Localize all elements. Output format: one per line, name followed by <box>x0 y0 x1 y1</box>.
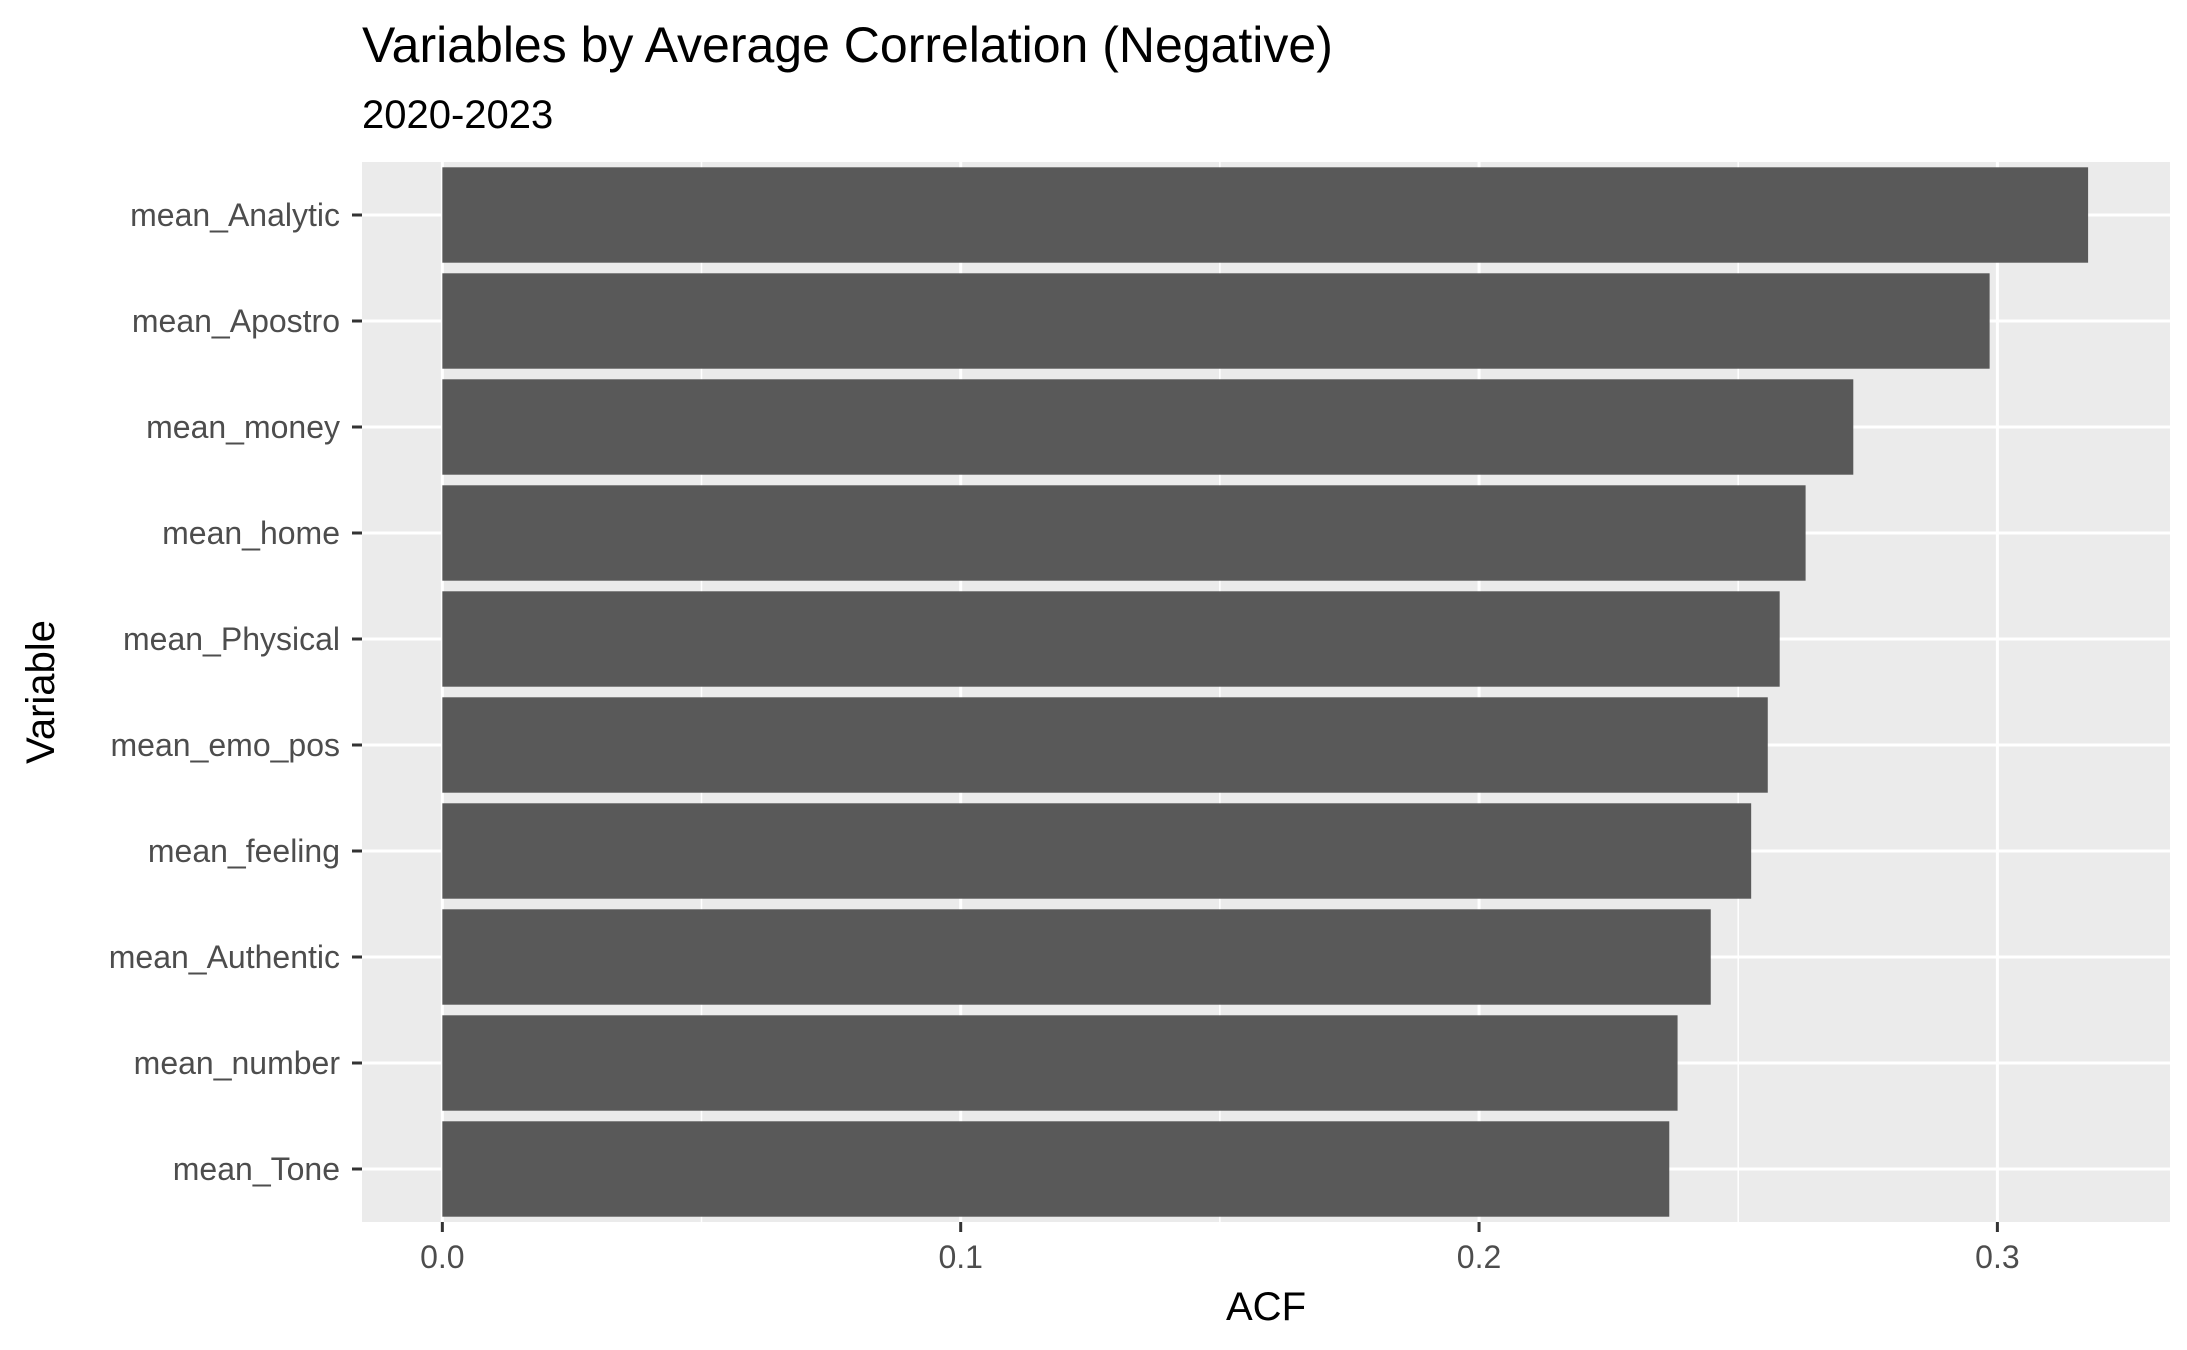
bar-mean_Tone <box>442 1121 1670 1217</box>
bars <box>442 167 2089 1217</box>
bar-mean_home <box>442 485 1806 581</box>
x-tick-label: 0.1 <box>938 1239 982 1275</box>
y-tick-label: mean_number <box>134 1045 341 1081</box>
bar-mean_emo_pos <box>442 697 1768 793</box>
y-tick-label: mean_Analytic <box>130 197 340 233</box>
y-axis: mean_Analytic mean_Apostro mean_money mean_… <box>109 197 362 1187</box>
y-tick-label: mean_emo_pos <box>111 727 340 763</box>
y-tick-label: mean_Tone <box>173 1151 340 1187</box>
bar-mean_money <box>442 379 1854 475</box>
chart-title: Variables by Average Correlation (Negati… <box>362 17 1333 73</box>
y-axis-title: Variable <box>19 620 63 764</box>
x-tick-label: 0.0 <box>420 1239 464 1275</box>
y-tick-label: mean_money <box>146 409 340 445</box>
x-axis-title: ACF <box>1226 1285 1306 1329</box>
bar-mean_feeling <box>442 803 1752 899</box>
y-tick-label: mean_Authentic <box>109 939 340 975</box>
bar-mean_Authentic <box>442 909 1711 1005</box>
y-tick-label: mean_Physical <box>123 621 340 657</box>
bar-mean_Analytic <box>442 167 2089 263</box>
bar-mean_Physical <box>442 591 1780 687</box>
x-tick-label: 0.3 <box>1975 1239 2019 1275</box>
y-tick-label: mean_feeling <box>148 833 340 869</box>
bar-mean_Apostro <box>442 273 1990 369</box>
chart-subtitle: 2020-2023 <box>362 93 553 137</box>
y-tick-label: mean_home <box>162 515 340 551</box>
bar-mean_number <box>442 1015 1678 1111</box>
x-axis: 0.0 0.1 0.2 0.3 <box>420 1222 2020 1275</box>
x-tick-label: 0.2 <box>1457 1239 1501 1275</box>
y-tick-label: mean_Apostro <box>132 303 340 339</box>
